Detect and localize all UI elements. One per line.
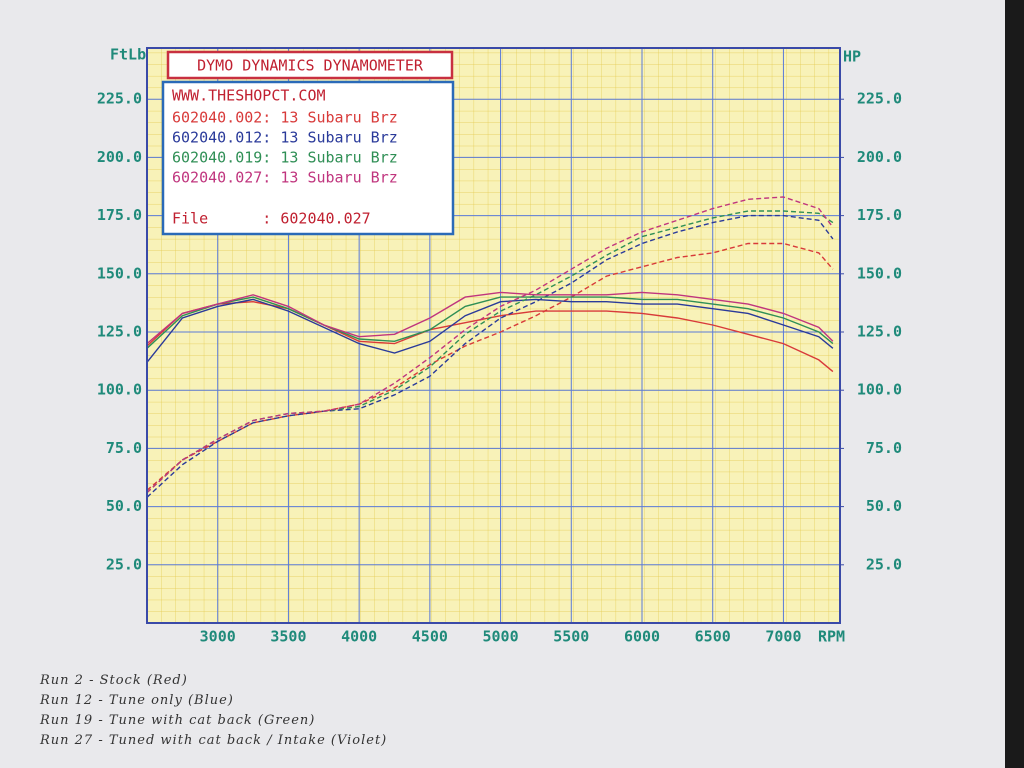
y-tick-label: 125.0 bbox=[97, 323, 142, 341]
hp-line bbox=[146, 214, 834, 498]
y2-tick-label: 50.0 bbox=[866, 497, 902, 515]
y-tick-label: 150.0 bbox=[97, 264, 142, 282]
torque-line bbox=[146, 296, 834, 349]
y2-tick-label: 200.0 bbox=[857, 148, 902, 166]
legend-box bbox=[161, 80, 455, 236]
hp-line bbox=[146, 210, 834, 494]
legend-entry: 602040.002: 13 Subaru Brz bbox=[172, 109, 398, 127]
lines bbox=[146, 196, 834, 498]
x-tick-label: 4000 bbox=[341, 628, 377, 646]
x-tick-label: 3500 bbox=[270, 628, 306, 646]
y2-tick-label: 25.0 bbox=[866, 555, 902, 573]
legend-entry: 602040.019: 13 Subaru Brz bbox=[172, 149, 398, 167]
hp-line bbox=[146, 242, 834, 491]
y-axis-label: FtLb bbox=[110, 46, 146, 64]
title-box bbox=[166, 50, 454, 80]
legend: 602040.002: 13 Subaru Brz 602040.012: 13 … bbox=[172, 109, 398, 187]
x-tick-label: 7000 bbox=[765, 628, 801, 646]
y-tick-label: 50.0 bbox=[106, 497, 142, 515]
legend-entry: 602040.012: 13 Subaru Brz bbox=[172, 129, 398, 147]
hp-line bbox=[146, 196, 834, 494]
y-tick-label: 25.0 bbox=[106, 555, 142, 573]
handwritten-note: Run 27 - Tuned with cat back / Intake (V… bbox=[39, 733, 387, 748]
y-tick-label: 100.0 bbox=[97, 381, 142, 399]
y2-tick-label: 100.0 bbox=[857, 381, 902, 399]
y-tick-label: 75.0 bbox=[106, 439, 142, 457]
handwritten-note: Run 2 - Stock (Red) bbox=[39, 673, 188, 688]
subtitle: WWW.THESHOPCT.COM bbox=[172, 87, 326, 105]
handwritten-note: Run 12 - Tune only (Blue) bbox=[39, 693, 234, 708]
x-tick-label: 4500 bbox=[412, 628, 448, 646]
notes: Run 2 - Stock (Red) Run 12 - Tune only (B… bbox=[39, 673, 387, 748]
x-tick-label: 3000 bbox=[200, 628, 236, 646]
torque-line bbox=[146, 298, 834, 363]
y-tick-label: 225.0 bbox=[97, 90, 142, 108]
x-tick-label: 5500 bbox=[553, 628, 589, 646]
x-tick-label: 6000 bbox=[624, 628, 660, 646]
background-edge bbox=[1005, 0, 1024, 768]
y2-axis-label: HP bbox=[843, 48, 861, 66]
y2-tick-label: 150.0 bbox=[857, 264, 902, 282]
legend-entry: 602040.027: 13 Subaru Brz bbox=[172, 169, 398, 187]
x-tick-label: 6500 bbox=[695, 628, 731, 646]
y2-tick-label: 175.0 bbox=[857, 206, 902, 224]
y2-tick-label: 75.0 bbox=[866, 439, 902, 457]
handwritten-note: Run 19 - Tune with cat back (Green) bbox=[39, 713, 315, 728]
x-tick-label: 5000 bbox=[483, 628, 519, 646]
x-axis-label: RPM bbox=[818, 628, 845, 646]
y2-tick-label: 225.0 bbox=[857, 90, 902, 108]
torque-line bbox=[146, 291, 834, 345]
file-label: File : 602040.027 bbox=[172, 210, 371, 228]
y2-tick-label: 125.0 bbox=[857, 323, 902, 341]
y-tick-label: 200.0 bbox=[97, 148, 142, 166]
plot-frame bbox=[146, 47, 841, 624]
chart-title: DYMO DYNAMICS DYNAMOMETER bbox=[197, 57, 424, 75]
y-tick-label: 175.0 bbox=[97, 206, 142, 224]
